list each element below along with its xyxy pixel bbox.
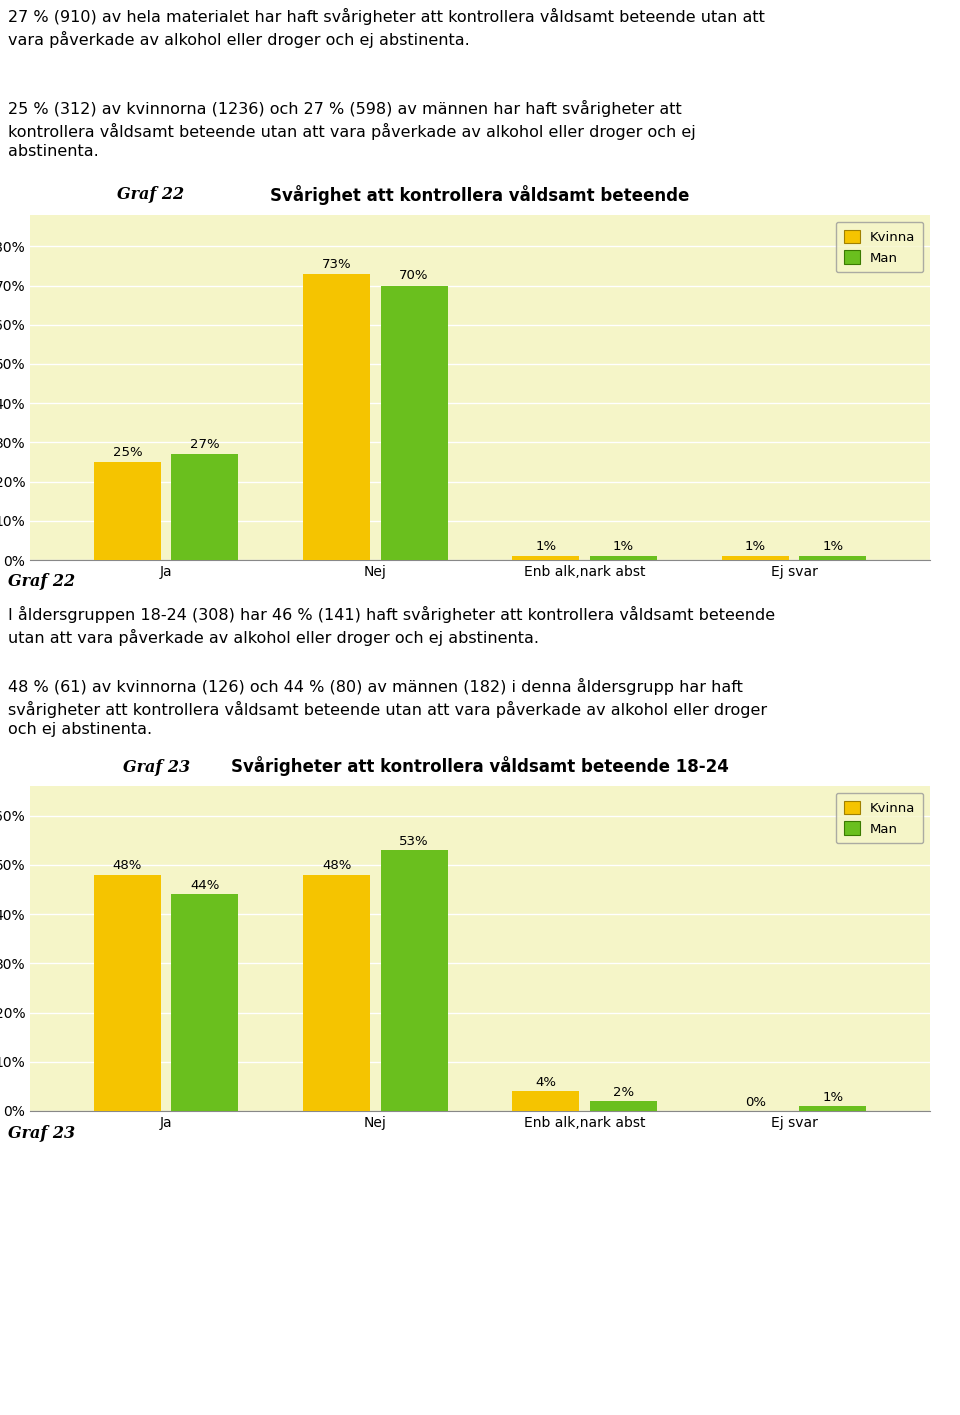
- Text: 1%: 1%: [822, 1091, 843, 1104]
- Text: I åldersgruppen 18-24 (308) har 46 % (141) haft svårigheter att kontrollera våld: I åldersgruppen 18-24 (308) har 46 % (14…: [8, 606, 775, 645]
- Bar: [303, 874, 371, 1111]
- Text: 27%: 27%: [190, 439, 220, 451]
- Bar: [380, 850, 447, 1111]
- Bar: [589, 556, 657, 560]
- Legend: Kvinna, Man: Kvinna, Man: [836, 792, 924, 843]
- Bar: [513, 1091, 580, 1111]
- Bar: [722, 556, 789, 560]
- Bar: [94, 461, 161, 560]
- Text: 48%: 48%: [322, 859, 351, 872]
- Bar: [94, 874, 161, 1111]
- Legend: Kvinna, Man: Kvinna, Man: [836, 222, 924, 273]
- Text: 48 % (61) av kvinnorna (126) och 44 % (80) av männen (182) i denna åldersgrupp h: 48 % (61) av kvinnorna (126) och 44 % (8…: [8, 678, 767, 737]
- Text: 0%: 0%: [745, 1095, 766, 1108]
- Bar: [513, 556, 580, 560]
- Bar: [589, 1101, 657, 1111]
- Bar: [380, 286, 447, 560]
- Text: 25%: 25%: [112, 446, 142, 458]
- Text: 48%: 48%: [112, 859, 142, 872]
- Text: Graf 22: Graf 22: [116, 185, 183, 202]
- Bar: [171, 894, 238, 1111]
- Text: 1%: 1%: [612, 541, 634, 553]
- Text: 25 % (312) av kvinnorna (1236) och 27 % (598) av männen har haft svårigheter att: 25 % (312) av kvinnorna (1236) och 27 % …: [8, 100, 696, 160]
- Title: Svårigheter att kontrollera våldsamt beteende 18-24: Svårigheter att kontrollera våldsamt bet…: [231, 756, 729, 775]
- Text: 1%: 1%: [536, 541, 557, 553]
- Text: 44%: 44%: [190, 879, 220, 891]
- Text: Graf 22: Graf 22: [8, 573, 75, 590]
- Bar: [799, 556, 866, 560]
- Text: 2%: 2%: [612, 1085, 634, 1098]
- Bar: [171, 454, 238, 560]
- Text: 4%: 4%: [536, 1075, 557, 1088]
- Text: Graf 23: Graf 23: [123, 758, 190, 775]
- Text: 1%: 1%: [745, 541, 766, 553]
- Text: 27 % (910) av hela materialet har haft svårigheter att kontrollera våldsamt bete: 27 % (910) av hela materialet har haft s…: [8, 8, 765, 48]
- Text: 53%: 53%: [399, 835, 429, 848]
- Bar: [303, 275, 371, 560]
- Text: 73%: 73%: [322, 258, 351, 270]
- Bar: [799, 1107, 866, 1111]
- Text: 70%: 70%: [399, 269, 429, 283]
- Text: Graf 23: Graf 23: [8, 1125, 75, 1142]
- Text: 1%: 1%: [822, 541, 843, 553]
- Title: Svårighet att kontrollera våldsamt beteende: Svårighet att kontrollera våldsamt betee…: [271, 185, 689, 205]
